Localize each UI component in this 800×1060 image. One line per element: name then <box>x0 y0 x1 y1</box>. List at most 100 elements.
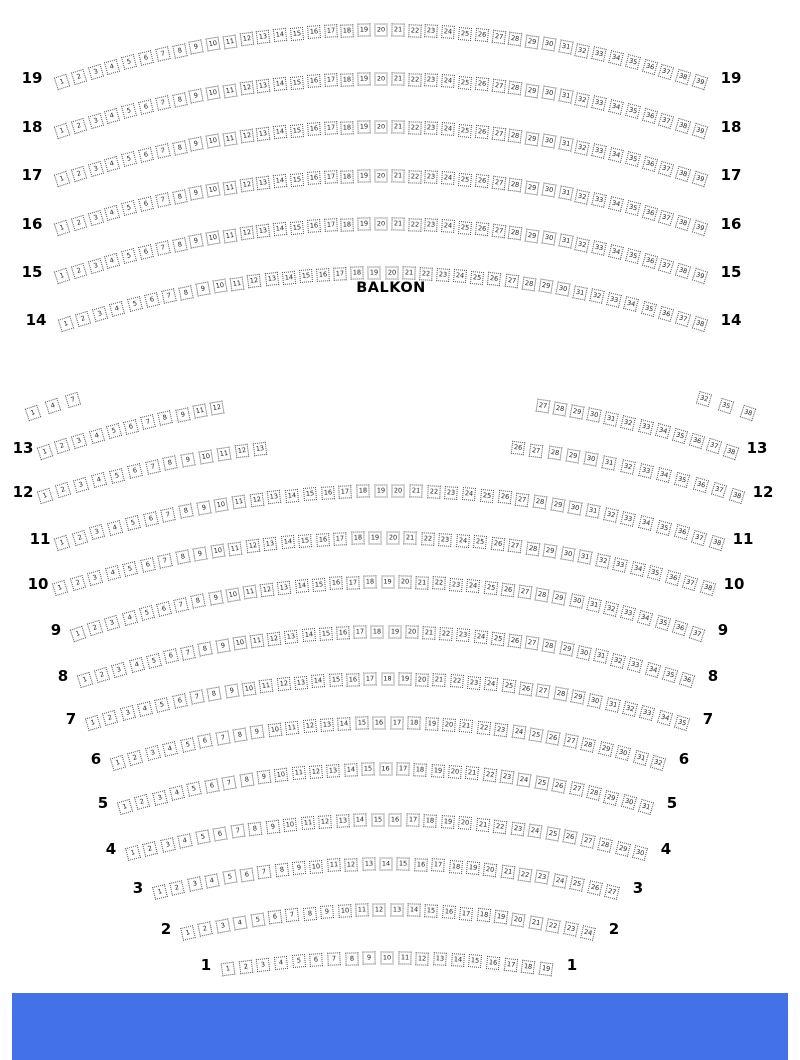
seat-balkon-r16-37[interactable]: 37 <box>658 209 675 226</box>
seat-parkett-r11-36[interactable]: 36 <box>673 524 690 541</box>
seat-balkon-r17-3[interactable]: 3 <box>87 160 104 177</box>
seat-parkett-r8-15[interactable]: 15 <box>318 627 333 641</box>
seat-balkon-r19-30[interactable]: 30 <box>541 36 557 52</box>
seat-balkon-r17-18[interactable]: 18 <box>340 120 355 135</box>
seat-parkett-r8-19[interactable]: 19 <box>388 625 402 639</box>
seat-parkett-r5-18[interactable]: 18 <box>413 762 427 777</box>
seat-parkett-r13-28[interactable]: 28 <box>552 401 568 417</box>
seat-balkon-r19-5[interactable]: 5 <box>121 54 138 71</box>
seat-parkett-r11-26[interactable]: 26 <box>497 490 512 505</box>
seat-balkon-r17-16[interactable]: 16 <box>306 122 321 137</box>
seat-balkon-r14-33[interactable]: 33 <box>606 292 623 308</box>
seat-parkett-r11-10[interactable]: 10 <box>213 497 229 513</box>
seat-parkett-r8-6[interactable]: 6 <box>163 648 179 665</box>
seat-parkett-r6-1[interactable]: 1 <box>109 754 127 772</box>
seat-parkett-r8-7[interactable]: 7 <box>180 645 196 661</box>
seat-parkett-r7-16[interactable]: 16 <box>346 672 360 687</box>
seat-balkon-r17-10[interactable]: 10 <box>205 133 221 149</box>
seat-parkett-r9-33[interactable]: 33 <box>620 605 637 622</box>
seat-parkett-r6-15[interactable]: 15 <box>355 716 369 731</box>
seat-parkett-r4-19[interactable]: 19 <box>440 815 455 829</box>
seat-parkett-r3-11[interactable]: 11 <box>326 858 341 873</box>
seat-parkett-r12-1[interactable]: 1 <box>36 487 54 505</box>
seat-parkett-r7-35[interactable]: 35 <box>673 714 691 732</box>
seat-balkon-r18-21[interactable]: 21 <box>391 72 405 86</box>
seat-balkon-r14-6[interactable]: 6 <box>143 292 160 308</box>
seat-parkett-r3-26[interactable]: 26 <box>586 880 603 896</box>
seat-parkett-r6-5[interactable]: 5 <box>179 737 196 753</box>
seat-balkon-r19-33[interactable]: 33 <box>591 46 608 63</box>
seat-balkon-r14-13[interactable]: 13 <box>264 272 279 287</box>
seat-parkett-r7-14[interactable]: 14 <box>311 674 326 689</box>
seat-balkon-r17-6[interactable]: 6 <box>138 147 154 164</box>
seat-parkett-r4-22[interactable]: 22 <box>492 819 508 834</box>
seat-parkett-r5-14[interactable]: 14 <box>344 762 358 777</box>
seat-parkett-r11-20[interactable]: 20 <box>391 484 405 498</box>
seat-balkon-r19-34[interactable]: 34 <box>608 50 624 67</box>
seat-parkett-r7-26[interactable]: 26 <box>518 681 534 697</box>
seat-balkon-r19-9[interactable]: 9 <box>188 39 204 56</box>
seat-parkett-r9-9[interactable]: 9 <box>207 590 224 606</box>
seat-parkett-r9-11[interactable]: 11 <box>242 584 258 600</box>
seat-balkon-r19-22[interactable]: 22 <box>407 23 422 38</box>
seat-balkon-r19-6[interactable]: 6 <box>138 50 154 67</box>
seat-balkon-r15-17[interactable]: 17 <box>323 218 338 233</box>
seat-parkett-r3-24[interactable]: 24 <box>552 872 568 889</box>
seat-parkett-r11-19[interactable]: 19 <box>374 484 388 498</box>
seat-parkett-r1-5[interactable]: 5 <box>291 954 306 969</box>
seat-parkett-r12-13[interactable]: 13 <box>252 441 268 457</box>
seat-parkett-r7-28[interactable]: 28 <box>553 686 569 702</box>
seat-parkett-r3-23[interactable]: 23 <box>534 869 550 885</box>
seat-parkett-r7-30[interactable]: 30 <box>587 693 604 709</box>
seat-parkett-r9-10[interactable]: 10 <box>225 587 241 603</box>
seat-parkett-r7-34[interactable]: 34 <box>656 709 673 726</box>
seat-parkett-r12-30[interactable]: 30 <box>583 451 599 467</box>
seat-parkett-rbox-7[interactable]: 7 <box>64 391 82 409</box>
seat-parkett-r8-30[interactable]: 30 <box>576 645 592 661</box>
seat-parkett-r4-27[interactable]: 27 <box>579 833 596 849</box>
seat-parkett-r4-5[interactable]: 5 <box>195 829 211 845</box>
seat-parkett-r13-36[interactable]: 36 <box>688 432 705 450</box>
seat-parkett-r10-33[interactable]: 33 <box>612 556 629 573</box>
seat-parkett-r11-16[interactable]: 16 <box>320 485 335 500</box>
seat-balkon-r17-39[interactable]: 39 <box>691 170 709 188</box>
seat-balkon-r17-36[interactable]: 36 <box>641 155 658 172</box>
seat-parkett-r7-5[interactable]: 5 <box>154 696 171 713</box>
seat-balkon-r19-8[interactable]: 8 <box>171 43 188 59</box>
seat-parkett-r5-3[interactable]: 3 <box>151 789 168 806</box>
seat-parkett-rbox-1[interactable]: 1 <box>24 404 42 422</box>
seat-parkett-r3-17[interactable]: 17 <box>431 858 446 873</box>
seat-balkon-r19-4[interactable]: 4 <box>104 58 121 75</box>
seat-balkon-r15-10[interactable]: 10 <box>205 230 221 246</box>
seat-parkett-r6-22[interactable]: 22 <box>476 720 491 736</box>
seat-parkett-r6-7[interactable]: 7 <box>214 730 231 746</box>
seat-parkett-r2-2[interactable]: 2 <box>197 921 214 937</box>
seat-balkon-r16-35[interactable]: 35 <box>624 200 641 217</box>
seat-balkon-r17-2[interactable]: 2 <box>70 165 87 182</box>
seat-parkett-r6-11[interactable]: 11 <box>285 720 300 736</box>
seat-parkett-r11-12[interactable]: 12 <box>249 492 264 507</box>
seat-parkett-r4-26[interactable]: 26 <box>562 829 578 845</box>
seat-parkett-r10-24[interactable]: 24 <box>455 533 470 548</box>
seat-balkon-r14-26[interactable]: 26 <box>487 272 502 287</box>
seat-parkett-r1-17[interactable]: 17 <box>503 957 518 972</box>
seat-parkett-r7-31[interactable]: 31 <box>604 696 621 713</box>
seat-parkett-r1-12[interactable]: 12 <box>415 951 430 966</box>
seat-parkett-r4-7[interactable]: 7 <box>230 823 246 839</box>
seat-parkett-r13-35[interactable]: 35 <box>671 427 688 444</box>
seat-balkon-r18-33[interactable]: 33 <box>591 95 608 112</box>
seat-balkon-r17-28[interactable]: 28 <box>507 128 523 144</box>
seat-parkett-r3-9[interactable]: 9 <box>291 861 307 876</box>
seat-balkon-r16-27[interactable]: 27 <box>491 175 506 191</box>
seat-parkett-r11-34[interactable]: 34 <box>638 515 655 531</box>
seat-parkett-r1-4[interactable]: 4 <box>273 955 289 970</box>
seat-parkett-r8-20[interactable]: 20 <box>405 625 419 640</box>
seat-balkon-r16-9[interactable]: 9 <box>188 185 204 202</box>
seat-parkett-r6-4[interactable]: 4 <box>162 741 179 757</box>
seat-balkon-r15-7[interactable]: 7 <box>154 240 171 257</box>
seat-parkett-r5-23[interactable]: 23 <box>499 769 515 785</box>
seat-parkett-r8-25[interactable]: 25 <box>490 631 506 646</box>
seat-parkett-r2-8[interactable]: 8 <box>302 906 317 921</box>
seat-parkett-r4-4[interactable]: 4 <box>177 833 194 849</box>
seat-parkett-r4-11[interactable]: 11 <box>300 816 315 831</box>
